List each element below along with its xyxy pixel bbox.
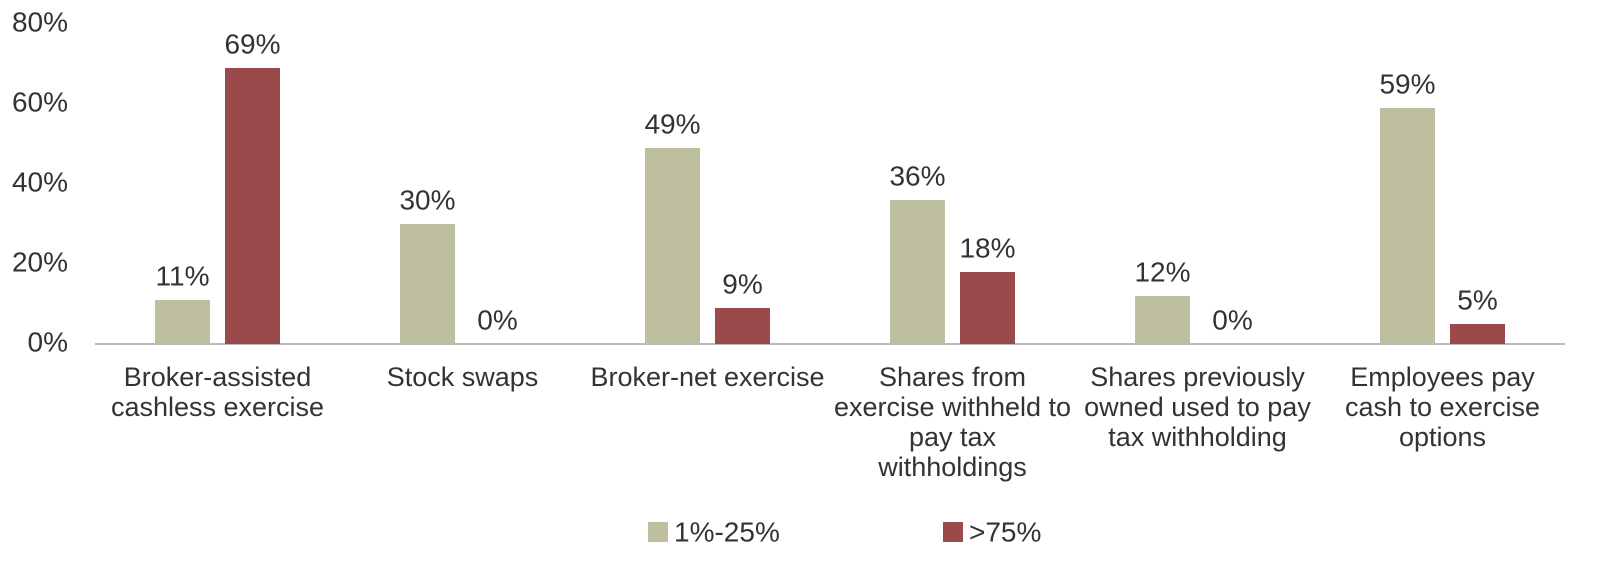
- legend-swatch: [943, 522, 963, 542]
- bar: [960, 272, 1015, 344]
- data-label: 0%: [1212, 304, 1252, 335]
- legend-swatch: [648, 522, 668, 542]
- bar: [225, 68, 280, 344]
- data-label: 18%: [959, 232, 1015, 263]
- y-tick-label: 0%: [28, 326, 68, 357]
- legend-label: 1%-25%: [674, 516, 780, 547]
- x-tick-label: Broker-net exercise: [590, 362, 825, 392]
- bar: [1380, 108, 1435, 344]
- data-label: 0%: [477, 304, 517, 335]
- data-label: 11%: [156, 260, 210, 291]
- data-label: 5%: [1457, 284, 1497, 315]
- x-tick-label: Broker-assisted cashless exercise: [110, 362, 325, 422]
- x-tick-label: Stock swaps: [386, 362, 539, 392]
- data-label: 49%: [644, 108, 700, 139]
- bar: [1135, 296, 1190, 344]
- y-tick-label: 60%: [12, 86, 68, 117]
- y-tick-label: 80%: [12, 6, 68, 37]
- y-tick-label: 40%: [12, 166, 68, 197]
- bar: [155, 300, 210, 344]
- legend-label: >75%: [969, 516, 1041, 547]
- bar: [400, 224, 455, 344]
- bar: [645, 148, 700, 344]
- bar: [1450, 324, 1505, 344]
- bar: [890, 200, 945, 344]
- data-label: 36%: [889, 160, 945, 191]
- data-label: 59%: [1379, 68, 1435, 99]
- y-tick-label: 20%: [12, 246, 68, 277]
- x-tick-label: Shares from exercise withheld to pay tax…: [833, 362, 1072, 482]
- data-label: 30%: [399, 184, 455, 215]
- data-label: 9%: [722, 268, 762, 299]
- data-label: 69%: [224, 28, 280, 59]
- bar: [715, 308, 770, 344]
- data-label: 12%: [1134, 256, 1190, 287]
- x-tick-label: Shares previously owned used to pay tax …: [1084, 362, 1311, 452]
- x-tick-label: Employees pay cash to exercise options: [1344, 362, 1541, 452]
